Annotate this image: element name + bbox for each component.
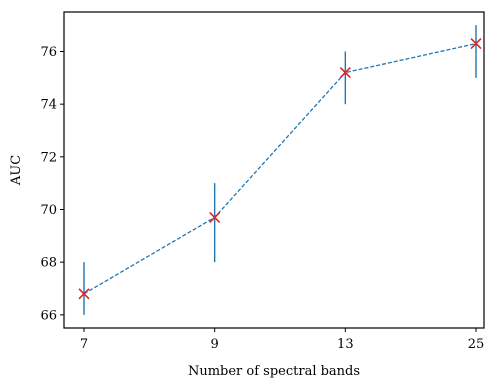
data-markers [78,38,482,300]
data-point-stroke [470,38,482,50]
x-tick-label: 9 [211,337,219,352]
x-tick-label: 13 [337,337,354,352]
series-line [83,42,477,295]
data-point [339,67,351,79]
y-tick-label: 72 [40,150,57,165]
data-point-stroke [209,211,221,223]
y-tick-label: 76 [40,45,57,60]
data-point [470,38,482,50]
error-bars [83,25,477,315]
y-axis: 66 68 70 72 74 76 [40,45,64,323]
y-axis-label: AUC [9,155,24,186]
x-tick-label: 25 [468,337,485,352]
plot-frame [63,11,485,329]
x-axis-label: Number of spectral bands [188,364,360,379]
data-point-stroke [78,288,90,300]
y-tick-label: 74 [40,98,57,113]
data-point [209,211,221,223]
y-tick-label: 66 [40,308,57,323]
x-axis: 7 9 13 25 [80,328,484,352]
y-tick-label: 70 [40,203,57,218]
data-point [78,288,90,300]
y-tick-label: 68 [40,256,57,271]
data-point-stroke [339,67,351,79]
x-tick-label: 7 [80,337,88,352]
